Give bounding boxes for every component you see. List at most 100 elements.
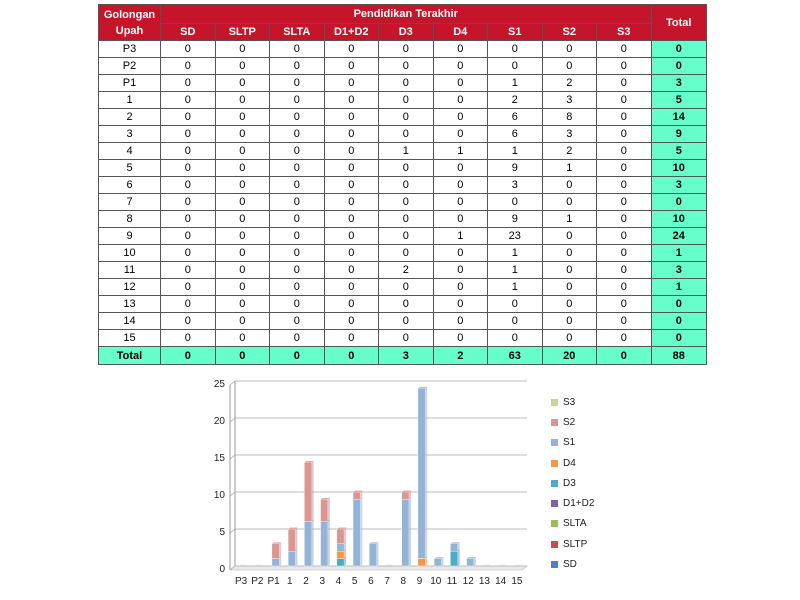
bar-top-face [434,557,444,559]
x-tick-label: 12 [463,576,475,587]
legend-label: SLTA [563,518,587,530]
table-cell: 0 [432,329,488,347]
bar-segment [271,543,280,559]
table-cell: 0 [214,227,270,245]
bar-top-face [466,557,476,559]
table-cell: 0 [214,278,270,296]
table-cell: 0 [541,193,597,211]
legend-swatch [551,520,558,528]
table-cell: 1 [487,74,543,92]
table-cell: 0 [214,74,270,92]
table-cell: 1 [487,278,543,296]
bar-side-face [441,557,444,566]
bar-top-face [353,490,363,492]
gridline-depth [229,565,236,571]
total-cell: 3 [378,346,434,365]
legend-item: D4 [551,453,594,473]
bar-top-face [417,386,428,389]
table-row: 14 0 0 0 0 0 0 0 0 0 0 [98,312,707,330]
legend-item: D3 [551,473,594,493]
table-cell: 0 [432,295,488,313]
table-cell: 0 [596,108,652,126]
table-cell: 0 [214,176,270,194]
table-cell: 0 [432,210,488,228]
table-cell: 0 [269,312,325,330]
table-cell: 0 [596,176,652,194]
row-total: 0 [650,329,707,347]
bar-side-face [311,460,314,522]
table-cell: 1 [487,244,543,262]
row-label: 11 [98,261,161,279]
table-cell: 0 [596,227,652,245]
bar-side-face [360,490,363,500]
table-cell: 0 [432,278,488,296]
x-tick-label: P2 [251,576,264,587]
total-cell: 0 [160,346,216,365]
table-cell: 0 [378,227,434,245]
bar-segment [320,499,329,522]
table-cell: 0 [432,108,488,126]
header-pendidikan-terakhir: Pendidikan Terakhir [160,4,652,24]
legend-swatch [551,459,558,467]
table-cell: 0 [541,312,597,330]
table-row: 12 0 0 0 0 0 0 1 0 0 1 [98,278,707,296]
row-label: 5 [98,159,161,177]
bar-side-face [473,557,476,566]
table-cell: 0 [432,40,488,58]
table-cell: 0 [596,125,652,143]
table-cell: 6 [487,125,543,143]
row-total: 0 [650,312,707,330]
row-label: 4 [98,142,161,160]
table-cell: 0 [596,312,652,330]
x-tick-label: 10 [430,576,442,587]
x-tick-label: P1 [267,576,280,587]
table-cell: 0 [323,278,379,296]
table-cell: 0 [432,193,488,211]
table-cell: 0 [432,176,488,194]
total-cell: 0 [214,346,270,365]
x-tick-label: 15 [511,576,523,587]
table-cell: 0 [541,40,597,58]
bar-top-face [450,542,460,544]
table-cell: 0 [541,261,597,279]
table-cell: 0 [596,261,652,279]
x-tick-label: 7 [384,576,390,587]
table-cell: 0 [214,244,270,262]
bar-base [255,564,263,566]
table-cell: 0 [214,261,270,279]
bar-side-face [425,386,428,559]
bar-side-face [279,557,282,566]
table-cell: 1 [487,142,543,160]
x-tick-label: 13 [479,576,491,587]
bar-segment [352,491,361,500]
table-cell: 0 [541,227,597,245]
table-cell: 0 [160,108,216,126]
table-cell: 0 [214,108,270,126]
table-cell: 0 [378,329,434,347]
table-cell: 0 [432,74,488,92]
legend-item: SLTA [551,514,594,534]
table-cell: 0 [378,108,434,126]
legend-item: S1 [551,433,594,453]
legend-item: SLTP [551,534,594,554]
row-label: 12 [98,278,161,296]
table-cell: 0 [323,329,379,347]
table-cell: 0 [160,244,216,262]
column-header: D4 [432,23,488,41]
bar-side-face [295,527,298,552]
table-cell: 3 [541,125,597,143]
bar-segment [450,543,458,552]
table-cell: 0 [214,210,270,228]
legend-swatch [551,561,558,569]
legend-swatch [551,418,558,426]
table-cell: 0 [160,159,216,177]
table-cell: 0 [596,193,652,211]
table-cell: 0 [596,278,652,296]
row-total: 0 [650,40,707,58]
column-header: SLTP [214,23,270,41]
table-cell: 0 [323,159,379,177]
bar-base [239,564,247,566]
total-cell: 0 [269,346,325,365]
table-cell: 1 [432,142,488,160]
bar-segment [401,491,410,500]
